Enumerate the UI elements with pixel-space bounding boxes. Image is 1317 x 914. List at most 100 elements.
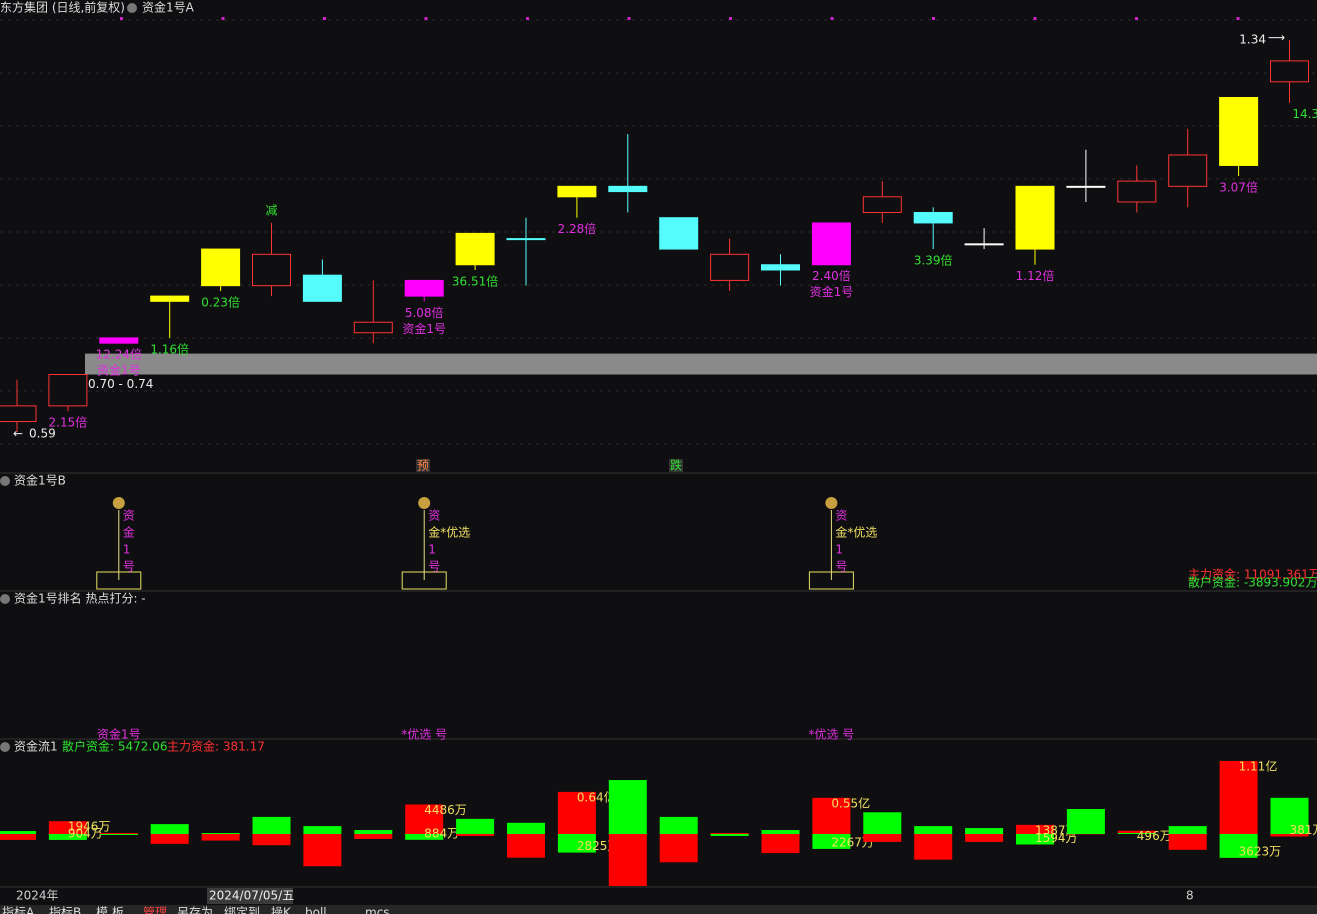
flow-bar: [456, 834, 495, 836]
candle-label: 0.23倍: [201, 294, 240, 309]
signal-text: 号: [123, 560, 135, 574]
candle-label: 2.15倍: [49, 415, 88, 430]
rank-label: 资金1号: [97, 727, 141, 742]
flow-label: 4486万: [424, 803, 467, 817]
time-axis: [0, 888, 1317, 905]
signal-text: 号: [835, 560, 847, 574]
flow-label: 1594万: [1035, 831, 1078, 845]
candle-label: 资金1号: [97, 363, 141, 378]
low-mark: 0.59: [29, 427, 56, 441]
flow-bar: [1117, 833, 1156, 835]
candle-body: [1168, 154, 1208, 187]
top-dot: [1236, 17, 1240, 20]
flow-bar: [557, 791, 596, 834]
flow-bar: [354, 834, 393, 839]
pane-toggle[interactable]: [127, 3, 137, 13]
pane-toggle[interactable]: [0, 742, 10, 752]
flow-bar: [48, 834, 87, 840]
top-dot: [1033, 17, 1037, 20]
flow-bar: [456, 818, 495, 834]
tab[interactable]: boll: [305, 906, 327, 914]
grid: [0, 17, 1317, 445]
pane-title: 资金1号B: [14, 473, 66, 488]
flow-bar: [252, 816, 291, 834]
candle-body: [48, 374, 88, 407]
flow-bar: [557, 834, 596, 853]
flow-bar: [761, 830, 800, 834]
candle-body: [455, 232, 495, 266]
tab[interactable]: 操K: [271, 905, 292, 914]
top-dot: [221, 17, 225, 20]
pane-title: 资金1号排名 热点打分: -: [14, 591, 146, 606]
pane-toggle[interactable]: [0, 594, 10, 604]
flow-bar: [863, 834, 902, 842]
flow-bar: [1219, 834, 1258, 858]
flow-bar: [252, 834, 291, 846]
signal-icon: [418, 497, 431, 509]
flow-bar: [99, 833, 138, 835]
signal-icon: [112, 497, 125, 509]
signal-text: 资: [835, 509, 847, 523]
candle-body: [150, 295, 190, 302]
flow-bar: [965, 828, 1004, 834]
flow-bar: [0, 834, 36, 840]
candle-label: 资金1号: [810, 284, 854, 299]
candle-label: 14.36: [1292, 107, 1317, 121]
tab[interactable]: 指标A: [2, 905, 35, 914]
flow-bar: [761, 834, 800, 854]
flow-bar: [608, 780, 647, 834]
candle-top-label: 减: [265, 203, 277, 217]
flow-bar: [405, 834, 444, 840]
flow-bar: [1270, 834, 1309, 837]
candle-body: [1117, 180, 1157, 203]
pane-toggle[interactable]: [0, 476, 10, 486]
high-arrow: ⟶: [1268, 31, 1285, 45]
flow-label: 3623万: [1239, 844, 1282, 858]
flow-bar: [659, 834, 698, 863]
flow-bar: [303, 834, 342, 867]
tab[interactable]: 管理: [143, 905, 167, 914]
candle-body: [1015, 185, 1055, 250]
flow-bar: [405, 804, 444, 834]
flow-bar: [354, 830, 393, 834]
tab[interactable]: mcs: [365, 906, 390, 914]
rank-label: *优选 号: [808, 728, 854, 742]
flow-bar: [914, 834, 953, 860]
candle-label: 资金1号: [402, 321, 446, 336]
candle-label: 36.51倍: [452, 273, 498, 288]
flow-main: 主力资金: 381.17: [167, 739, 265, 754]
candle-body: [99, 337, 139, 344]
candle-body: [913, 211, 953, 224]
tab[interactable]: 模 板: [96, 906, 124, 914]
flow-bar: [863, 812, 902, 834]
flow-bar: [1016, 824, 1054, 834]
candle-label: 2.28倍: [558, 221, 597, 236]
top-dot: [932, 17, 935, 20]
flow-bar: [914, 826, 953, 834]
rank-label: *优选 号: [401, 728, 447, 742]
candle-body: [608, 185, 648, 193]
tab-bar: [0, 905, 1317, 914]
flow-label: 884万: [424, 826, 459, 840]
signal-text: 资: [123, 509, 135, 523]
tab[interactable]: 另存为: [177, 906, 213, 914]
top-dot: [120, 17, 123, 20]
flow-label: 1946万: [68, 820, 111, 834]
candle-body: [252, 253, 291, 287]
band-label: 0.70 - 0.74: [88, 377, 153, 391]
tab[interactable]: 绑定到: [224, 905, 260, 914]
flow-bar: [0, 831, 36, 834]
title: 东方集团 (日线,前复权): [0, 0, 125, 15]
flow-bar: [710, 834, 749, 836]
flow-bar: [812, 797, 851, 834]
flow-bar: [150, 834, 189, 844]
candle-body: [353, 321, 393, 334]
flow-bar: [507, 834, 545, 858]
candle-body: [659, 217, 699, 250]
signal-text: 金: [123, 525, 135, 540]
signal-text: 1: [835, 543, 843, 557]
tab[interactable]: 指标B: [49, 905, 81, 914]
flow-bar: [201, 833, 240, 835]
flow-bar: [1066, 809, 1105, 834]
